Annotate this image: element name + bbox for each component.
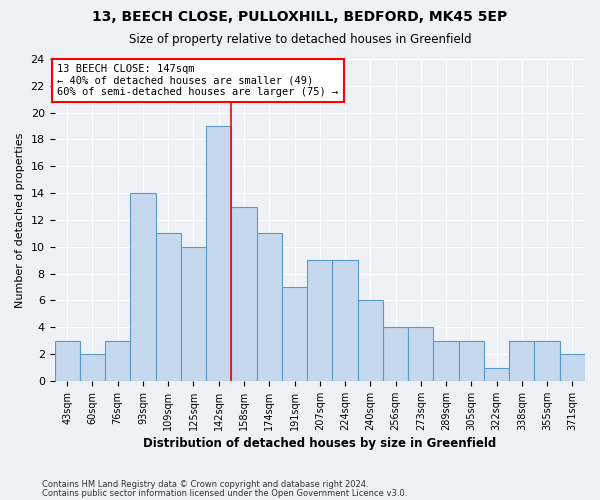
Bar [155, 234, 181, 381]
Bar [257, 234, 282, 381]
X-axis label: Distribution of detached houses by size in Greenfield: Distribution of detached houses by size … [143, 437, 496, 450]
Bar [560, 354, 585, 381]
Bar [55, 340, 80, 381]
Bar [535, 340, 560, 381]
Bar [408, 328, 433, 381]
Y-axis label: Number of detached properties: Number of detached properties [15, 132, 25, 308]
Bar [232, 206, 257, 381]
Text: Contains HM Land Registry data © Crown copyright and database right 2024.: Contains HM Land Registry data © Crown c… [42, 480, 368, 489]
Text: 13 BEECH CLOSE: 147sqm
← 40% of detached houses are smaller (49)
60% of semi-det: 13 BEECH CLOSE: 147sqm ← 40% of detached… [57, 64, 338, 97]
Text: Size of property relative to detached houses in Greenfield: Size of property relative to detached ho… [128, 32, 472, 46]
Bar [307, 260, 332, 381]
Text: 13, BEECH CLOSE, PULLOXHILL, BEDFORD, MK45 5EP: 13, BEECH CLOSE, PULLOXHILL, BEDFORD, MK… [92, 10, 508, 24]
Bar [509, 340, 535, 381]
Bar [105, 340, 130, 381]
Bar [358, 300, 383, 381]
Bar [206, 126, 232, 381]
Bar [80, 354, 105, 381]
Bar [332, 260, 358, 381]
Bar [181, 247, 206, 381]
Bar [282, 287, 307, 381]
Bar [458, 340, 484, 381]
Bar [484, 368, 509, 381]
Text: Contains public sector information licensed under the Open Government Licence v3: Contains public sector information licen… [42, 488, 407, 498]
Bar [130, 193, 155, 381]
Bar [433, 340, 458, 381]
Bar [383, 328, 408, 381]
